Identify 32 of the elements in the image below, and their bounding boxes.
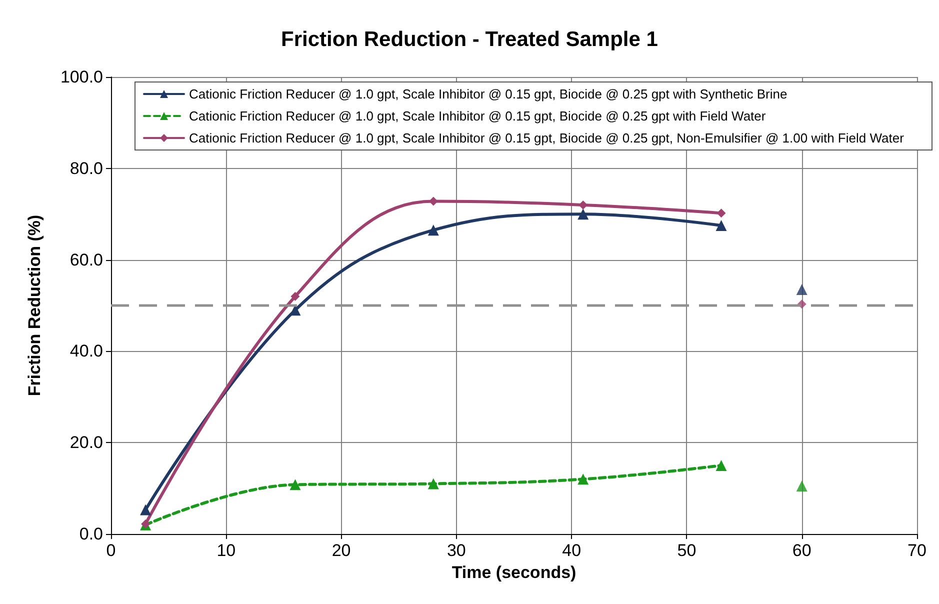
x-axis-title: Time (seconds) — [452, 563, 576, 582]
point — [290, 479, 301, 490]
legend-label: Cationic Friction Reducer @ 1.0 gpt, Scale Inhibitor @ 0.15 gpt, Biocide @ 0.25 gpt with Field Water — [189, 108, 766, 124]
point — [716, 208, 726, 218]
y-tick-label: 40.0 — [70, 342, 103, 361]
point — [140, 504, 152, 516]
point — [290, 292, 300, 301]
legend-label: Cationic Friction Reducer @ 1.0 gpt, Scale Inhibitor @ 0.15 gpt, Biocide @ 0.25 gpt with Synthetic Brine — [189, 86, 788, 102]
x-tick-label: 0 — [106, 541, 116, 560]
x-tick-label: 30 — [446, 541, 466, 560]
point — [796, 284, 808, 296]
legend-label: Cationic Friction Reducer @ 1.0 gpt, Scale Inhibitor @ 0.15 gpt, Biocide @ 0.25 gpt, Non-Emulsifier @ 1.00 with Field Water — [189, 130, 905, 146]
x-tick-label: 20 — [332, 541, 351, 560]
point — [428, 478, 439, 490]
point — [716, 220, 727, 232]
y-tick-label: 20.0 — [70, 433, 103, 452]
x-tick-label: 60 — [792, 541, 812, 560]
x-tick-label: 50 — [677, 541, 696, 560]
point — [716, 460, 727, 471]
y-tick-label: 100.0 — [60, 68, 103, 86]
point — [578, 474, 589, 485]
x-tick-label: 70 — [908, 541, 926, 560]
y-tick-label: 80.0 — [70, 158, 103, 178]
y-axis-title: Friction Reduction (%) — [25, 214, 44, 396]
x-tick-label: 40 — [562, 541, 582, 560]
y-tick-label: 60.0 — [70, 250, 103, 270]
point — [428, 224, 439, 236]
chart-title: Friction Reduction - Treated Sample 1 — [281, 28, 658, 51]
point — [796, 480, 808, 492]
point — [578, 208, 589, 220]
x-tick-label: 10 — [216, 541, 236, 560]
y-tick-label: 0.0 — [79, 524, 103, 544]
